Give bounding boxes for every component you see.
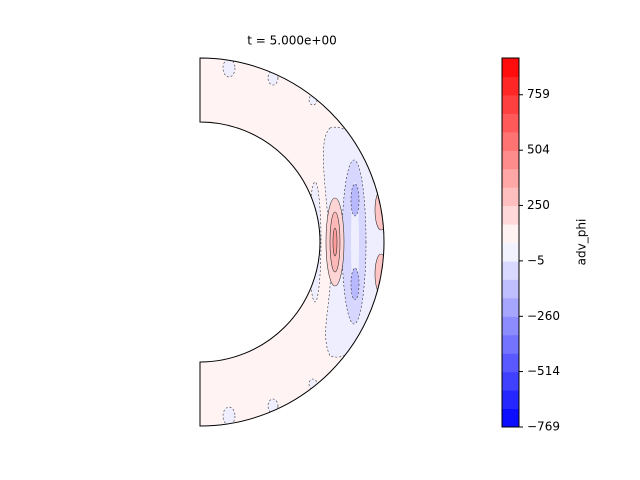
- colorbar-tick-label: 504: [527, 143, 550, 157]
- colorbar-tick-label: 759: [527, 87, 550, 101]
- colorbar-band: [502, 224, 519, 244]
- colorbar-band: [502, 279, 519, 299]
- colorbar-band: [502, 94, 519, 114]
- colorbar: −769 −514 −260 −5 250 504 759: [501, 57, 560, 434]
- colorbar-band: [502, 205, 519, 225]
- colorbar-frame: [501, 57, 520, 428]
- colorbar-band: [502, 297, 519, 317]
- colorbar-tick-label: −514: [527, 364, 560, 378]
- colorbar-tick-label: −260: [527, 309, 560, 323]
- domain-outline: [199, 57, 385, 427]
- colorbar-band: [502, 242, 519, 262]
- colorbar-band: [502, 334, 519, 354]
- colorbar-band: [502, 131, 519, 151]
- chart-title: t = 5.000e+00: [247, 34, 336, 48]
- colorbar-band: [502, 390, 519, 410]
- colorbar-band: [502, 408, 519, 428]
- colorbar-band: [502, 316, 519, 336]
- colorbar-band: [502, 187, 519, 207]
- colorbar-band: [502, 371, 519, 391]
- colorbar-band: [502, 58, 519, 77]
- colorbar-band: [502, 261, 519, 280]
- colorbar-band: [502, 168, 519, 188]
- colorbar-band: [502, 76, 519, 96]
- colorbar-tick-label: −5: [527, 253, 545, 267]
- colorbar-label: adv_phi: [575, 219, 589, 266]
- colorbar-tick-label: 250: [527, 198, 550, 212]
- colorbar-band: [502, 150, 519, 170]
- contour-field: [200, 58, 384, 426]
- colorbar-tick-label: −769: [527, 420, 560, 434]
- colorbar-band: [502, 353, 519, 373]
- colorbar-band: [502, 113, 519, 133]
